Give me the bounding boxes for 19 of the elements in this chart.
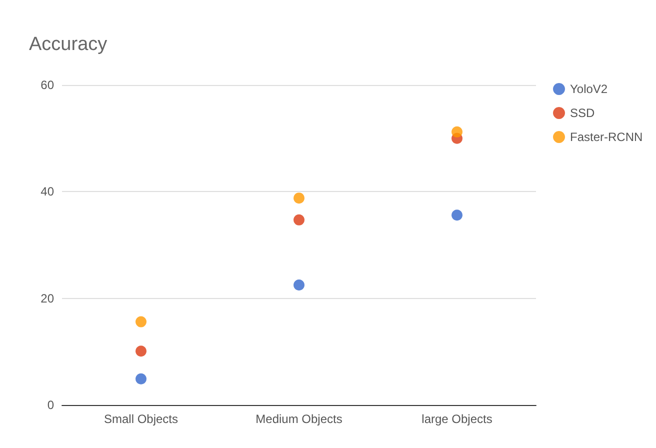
y-tick-label: 40 <box>40 184 54 199</box>
x-tick-label: Small Objects <box>104 412 178 426</box>
point <box>136 316 146 328</box>
point <box>294 280 304 290</box>
y-tick-label: 20 <box>40 291 54 306</box>
legend-label: SSD <box>570 106 596 120</box>
y-tick-label: 0 <box>47 398 54 412</box>
point <box>136 373 146 384</box>
point <box>452 126 462 138</box>
chart-title: Accuracy <box>29 34 108 55</box>
point <box>136 346 146 357</box>
point <box>452 210 462 221</box>
y-tick-label: 60 <box>40 78 54 92</box>
x-tick-label: large Objects <box>422 412 492 426</box>
x-tick-label: Medium Objects <box>256 412 342 426</box>
legend-label: Faster-RCNN <box>570 130 643 144</box>
point <box>294 214 304 226</box>
point <box>294 192 304 204</box>
legend-label: YoloV2 <box>570 82 608 96</box>
